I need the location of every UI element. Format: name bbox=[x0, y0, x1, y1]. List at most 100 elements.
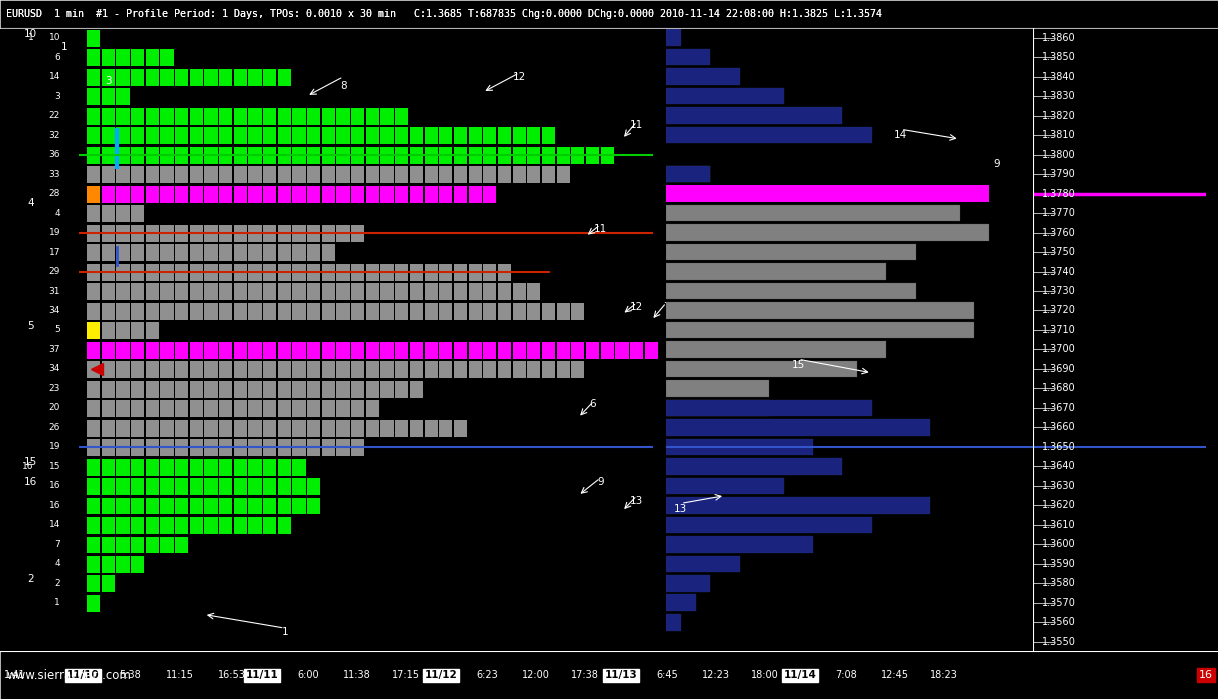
Bar bbox=[527, 361, 541, 378]
Bar bbox=[666, 497, 931, 514]
Bar bbox=[219, 381, 233, 398]
Text: 1.3670: 1.3670 bbox=[1041, 403, 1075, 413]
Bar bbox=[666, 264, 887, 280]
Bar bbox=[365, 147, 379, 164]
Bar bbox=[666, 88, 783, 104]
Bar bbox=[351, 264, 364, 281]
Text: 13: 13 bbox=[675, 504, 687, 514]
Bar bbox=[380, 283, 393, 300]
Bar bbox=[292, 147, 306, 164]
Bar bbox=[351, 127, 364, 144]
Bar bbox=[666, 400, 769, 416]
Bar bbox=[513, 147, 526, 164]
Bar bbox=[205, 439, 218, 456]
Bar bbox=[409, 419, 423, 437]
Text: 15: 15 bbox=[49, 462, 60, 471]
Bar bbox=[175, 419, 189, 437]
Bar bbox=[234, 225, 247, 242]
Bar bbox=[666, 69, 739, 85]
Bar bbox=[395, 419, 408, 437]
Bar bbox=[234, 166, 247, 183]
Bar bbox=[146, 498, 158, 514]
Bar bbox=[248, 517, 262, 534]
Bar bbox=[234, 342, 247, 359]
Text: 17:38: 17:38 bbox=[571, 670, 598, 680]
Bar bbox=[666, 477, 783, 494]
Text: 1: 1 bbox=[61, 43, 68, 52]
Bar bbox=[190, 498, 203, 514]
Bar bbox=[248, 166, 262, 183]
Bar bbox=[454, 361, 466, 378]
Bar bbox=[586, 342, 599, 359]
Bar bbox=[86, 69, 100, 86]
Text: 12: 12 bbox=[513, 72, 526, 82]
Bar bbox=[101, 303, 114, 319]
Bar bbox=[484, 361, 497, 378]
Bar bbox=[263, 478, 276, 495]
Bar bbox=[146, 186, 158, 203]
Bar bbox=[86, 498, 100, 514]
Bar bbox=[101, 361, 114, 378]
Text: 4: 4 bbox=[55, 208, 60, 217]
Bar bbox=[278, 127, 291, 144]
Text: 4: 4 bbox=[55, 559, 60, 568]
Text: 19: 19 bbox=[49, 442, 60, 452]
Bar bbox=[190, 459, 203, 475]
Bar bbox=[146, 303, 158, 319]
Text: 1.3860: 1.3860 bbox=[1041, 33, 1075, 43]
Bar bbox=[101, 244, 114, 261]
Bar bbox=[600, 342, 614, 359]
Bar bbox=[292, 108, 306, 125]
Text: 16: 16 bbox=[1199, 670, 1213, 680]
Bar bbox=[161, 498, 173, 514]
Bar bbox=[234, 264, 247, 281]
Bar bbox=[86, 439, 100, 456]
Text: 8: 8 bbox=[340, 81, 347, 92]
Text: 1.3650: 1.3650 bbox=[1041, 442, 1075, 452]
Bar bbox=[484, 127, 497, 144]
Bar bbox=[469, 361, 482, 378]
Bar bbox=[234, 303, 247, 319]
Bar bbox=[365, 166, 379, 183]
Bar bbox=[205, 166, 218, 183]
Bar bbox=[666, 322, 974, 338]
Bar bbox=[336, 303, 350, 319]
Bar bbox=[351, 439, 364, 456]
Bar bbox=[116, 283, 129, 300]
Bar bbox=[132, 244, 144, 261]
Bar bbox=[132, 419, 144, 437]
Bar bbox=[234, 419, 247, 437]
Bar bbox=[205, 147, 218, 164]
Bar bbox=[278, 361, 291, 378]
Bar bbox=[278, 225, 291, 242]
Bar bbox=[263, 244, 276, 261]
Bar bbox=[190, 400, 203, 417]
Bar bbox=[336, 147, 350, 164]
Text: 1: 1 bbox=[28, 33, 34, 42]
Bar bbox=[263, 225, 276, 242]
Bar bbox=[146, 147, 158, 164]
Bar bbox=[307, 147, 320, 164]
Bar bbox=[365, 283, 379, 300]
Bar bbox=[86, 361, 100, 378]
Bar bbox=[86, 478, 100, 495]
Bar bbox=[336, 381, 350, 398]
Bar bbox=[307, 108, 320, 125]
Bar bbox=[116, 69, 129, 86]
Bar bbox=[351, 283, 364, 300]
Bar bbox=[146, 439, 158, 456]
Bar bbox=[116, 498, 129, 514]
Bar bbox=[86, 30, 100, 47]
Text: 1.3590: 1.3590 bbox=[1041, 559, 1075, 569]
Bar bbox=[351, 225, 364, 242]
Bar bbox=[498, 361, 512, 378]
Bar bbox=[263, 498, 276, 514]
Bar bbox=[132, 69, 144, 86]
Bar bbox=[425, 166, 437, 183]
Bar bbox=[454, 127, 466, 144]
Bar bbox=[666, 108, 842, 124]
Text: www.sierrachart.com: www.sierrachart.com bbox=[6, 669, 132, 682]
Bar bbox=[175, 498, 189, 514]
Text: 1.3680: 1.3680 bbox=[1041, 384, 1075, 394]
Text: 6: 6 bbox=[590, 399, 596, 409]
